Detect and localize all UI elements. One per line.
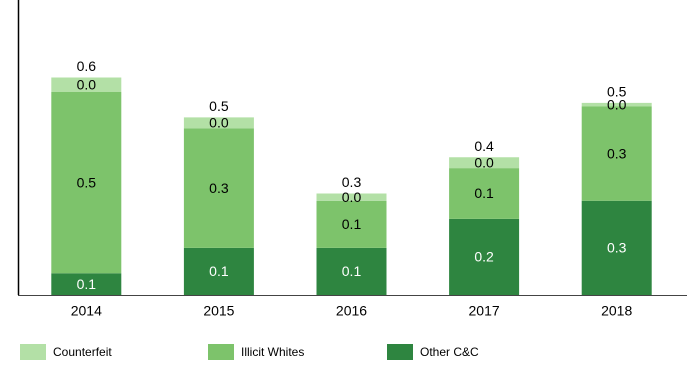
data-label: 0.1: [209, 263, 229, 279]
x-tick-label: 2018: [601, 303, 632, 319]
data-label: 0.5: [77, 174, 97, 190]
data-label: 0.1: [77, 276, 97, 292]
legend-label: Counterfeit: [53, 345, 112, 359]
x-tick-label: 2014: [71, 303, 102, 319]
data-label: 0.3: [607, 240, 627, 256]
x-tick-label: 2015: [203, 303, 234, 319]
data-label: 0.3: [209, 180, 229, 196]
bar-segment: [581, 200, 652, 295]
data-label: 0.0: [209, 115, 229, 131]
legend: Counterfeit Illicit Whites Other C&C: [20, 344, 479, 360]
total-label: 0.6: [77, 58, 97, 74]
total-label: 0.5: [209, 98, 229, 114]
legend-swatch: [387, 344, 413, 360]
bar-segment: [316, 193, 387, 201]
legend-label: Other C&C: [420, 345, 479, 359]
total-label: 0.5: [607, 84, 627, 100]
data-label: 0.1: [342, 216, 362, 232]
bar-segment: [581, 102, 652, 107]
x-tick-label: 2017: [469, 303, 500, 319]
data-label: 0.0: [474, 154, 494, 170]
data-label: 0.0: [607, 96, 627, 112]
bar-segment: [183, 117, 254, 129]
data-label: 0.0: [342, 189, 362, 205]
legend-swatch: [208, 344, 234, 360]
total-label: 0.3: [342, 174, 362, 190]
data-label: 0.1: [474, 185, 494, 201]
bar-segment: [581, 106, 652, 201]
bar-segment: [449, 168, 520, 219]
bar-segment: [51, 273, 122, 295]
bar-segment: [316, 200, 387, 248]
bar-segment: [316, 247, 387, 295]
bar-segment: [51, 77, 122, 92]
legend-label: Illicit Whites: [241, 345, 304, 359]
bar-segment: [449, 157, 520, 169]
data-label: 0.2: [474, 249, 494, 265]
data-label: 0.1: [342, 263, 362, 279]
data-label: 0.0: [77, 76, 97, 92]
bar-segment: [183, 247, 254, 295]
total-label: 0.4: [474, 138, 494, 154]
bar-segment: [183, 128, 254, 248]
bar-segment: [449, 218, 520, 295]
data-label: 0.3: [607, 145, 627, 161]
bar-segment: [51, 92, 122, 274]
x-tick-label: 2016: [336, 303, 367, 319]
legend-swatch: [20, 344, 46, 360]
